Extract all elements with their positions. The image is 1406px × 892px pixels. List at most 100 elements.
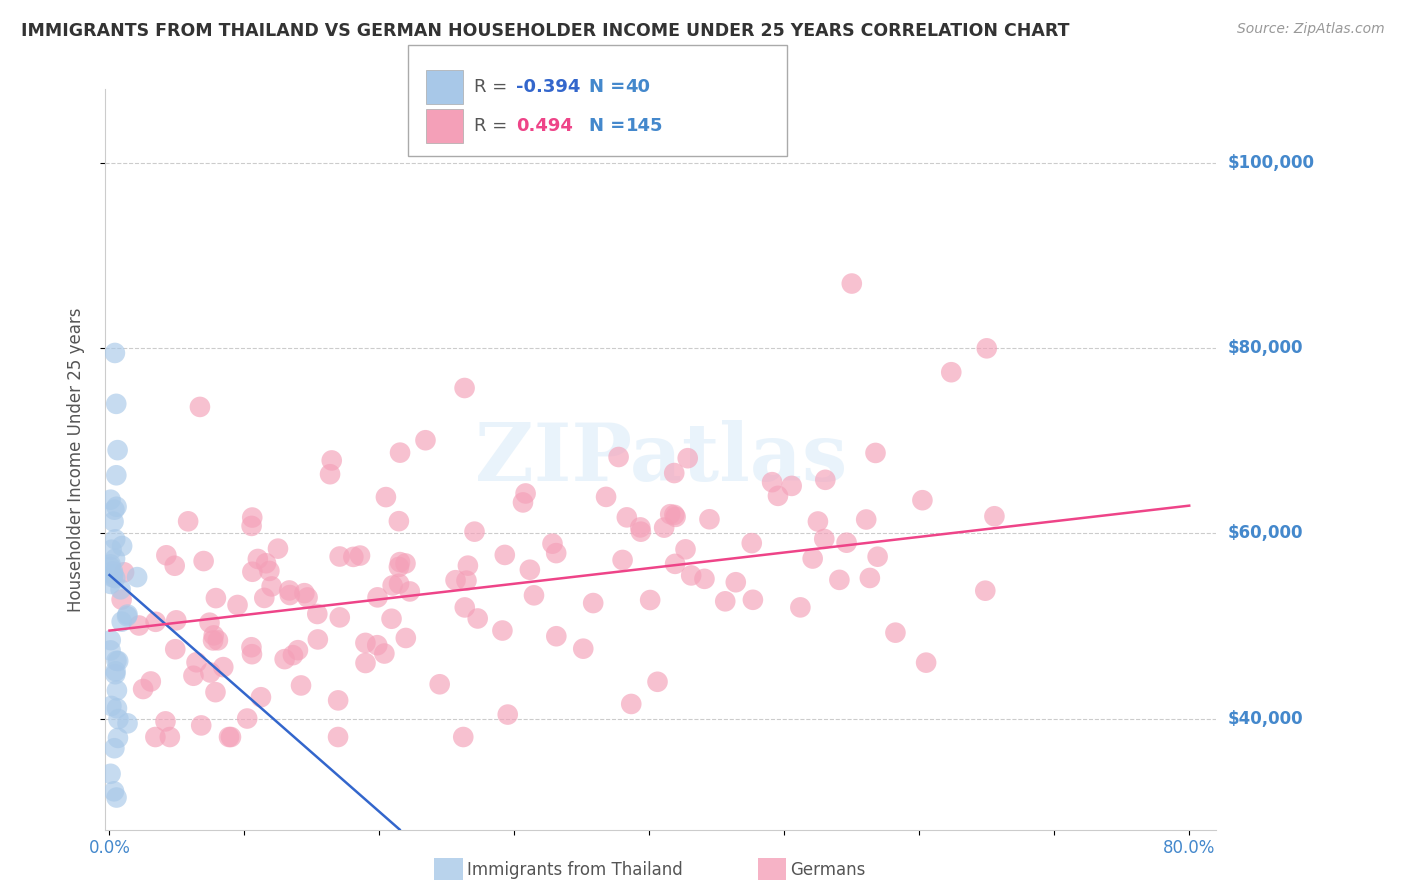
Point: [127, 570, 149, 584]
Text: R =: R =: [474, 117, 519, 135]
Text: IMMIGRANTS FROM THAILAND VS GERMAN HOUSEHOLDER INCOME UNDER 25 YEARS CORRELATION: IMMIGRANTS FROM THAILAND VS GERMAN HOUSE…: [21, 22, 1070, 40]
Point: [190, 718, 212, 732]
Point: [453, 381, 475, 395]
Point: [103, 502, 125, 516]
Point: [105, 683, 128, 698]
Point: [242, 565, 264, 579]
Point: [699, 512, 721, 526]
Point: [297, 591, 319, 605]
Point: [104, 551, 127, 566]
Point: [398, 584, 420, 599]
Point: [218, 730, 240, 744]
Point: [100, 643, 122, 657]
Point: [724, 575, 747, 590]
Text: -0.394: -0.394: [516, 78, 581, 96]
Point: [110, 582, 132, 597]
Point: [307, 632, 329, 647]
Point: [415, 434, 437, 448]
Text: ZIPatlas: ZIPatlas: [475, 420, 846, 499]
Point: [103, 515, 125, 529]
Point: [373, 647, 395, 661]
Point: [240, 647, 263, 661]
Point: [204, 685, 226, 699]
Point: [240, 510, 263, 524]
Point: [761, 475, 783, 490]
Point: [165, 613, 187, 627]
Point: [307, 607, 329, 621]
Point: [101, 567, 124, 582]
Point: [541, 536, 564, 550]
Point: [664, 508, 686, 522]
Point: [620, 697, 643, 711]
Point: [374, 490, 396, 504]
Point: [741, 592, 763, 607]
Text: $40,000: $40,000: [1227, 709, 1303, 728]
Point: [177, 514, 200, 528]
Point: [496, 707, 519, 722]
Point: [664, 466, 686, 480]
Point: [467, 611, 489, 625]
Point: [155, 714, 177, 729]
Point: [278, 588, 301, 602]
Point: [807, 515, 830, 529]
Point: [240, 640, 263, 655]
Point: [835, 535, 858, 549]
Point: [342, 549, 364, 564]
Point: [828, 573, 851, 587]
Text: $60,000: $60,000: [1227, 524, 1303, 542]
Point: [165, 642, 187, 657]
Point: [582, 596, 605, 610]
Point: [193, 554, 215, 568]
Point: [111, 539, 134, 553]
Point: [572, 641, 595, 656]
Point: [814, 473, 837, 487]
Point: [104, 346, 127, 360]
Point: [155, 549, 177, 563]
Point: [389, 445, 412, 459]
Text: Immigrants from Thailand: Immigrants from Thailand: [467, 861, 682, 879]
Point: [630, 524, 652, 539]
Point: [110, 592, 132, 607]
Text: 40: 40: [626, 78, 651, 96]
Point: [451, 730, 474, 744]
Point: [207, 633, 229, 648]
Point: [714, 594, 737, 608]
Point: [647, 674, 669, 689]
Point: [349, 549, 371, 563]
Point: [107, 654, 129, 668]
Point: [104, 665, 127, 679]
Point: [394, 557, 416, 571]
Point: [132, 681, 155, 696]
Point: [463, 524, 485, 539]
Point: [328, 693, 350, 707]
Point: [105, 468, 128, 483]
Text: R =: R =: [474, 78, 513, 96]
Text: $80,000: $80,000: [1227, 339, 1303, 358]
Point: [100, 542, 122, 557]
Point: [865, 446, 887, 460]
Point: [457, 558, 479, 573]
Point: [107, 712, 129, 726]
Point: [292, 586, 315, 600]
Point: [766, 489, 789, 503]
Point: [219, 730, 242, 744]
Point: [107, 731, 129, 745]
Point: [841, 277, 863, 291]
Point: [354, 656, 377, 670]
Point: [101, 565, 124, 579]
Point: [859, 571, 882, 585]
Point: [117, 607, 139, 622]
Point: [941, 365, 963, 379]
Point: [267, 541, 290, 556]
Point: [145, 730, 167, 744]
Point: [202, 633, 225, 648]
Point: [381, 578, 404, 592]
Point: [884, 625, 907, 640]
Text: Source: ZipAtlas.com: Source: ZipAtlas.com: [1237, 22, 1385, 37]
Point: [183, 669, 205, 683]
Point: [523, 588, 546, 602]
Point: [104, 667, 127, 681]
Point: [319, 467, 342, 482]
Point: [290, 678, 312, 692]
Point: [105, 397, 128, 411]
